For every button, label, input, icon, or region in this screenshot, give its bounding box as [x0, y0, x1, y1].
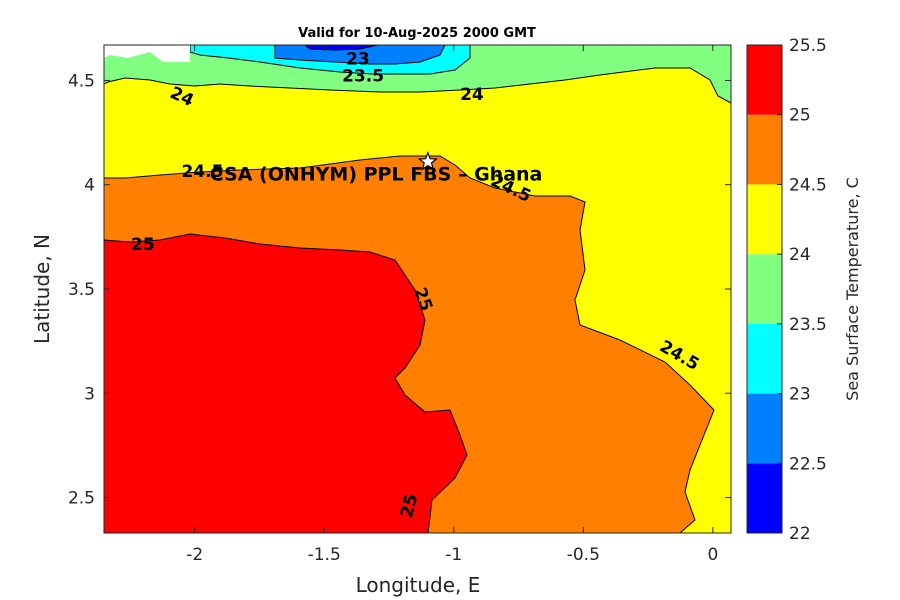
colorbar-tick-label: 24.5	[789, 175, 827, 195]
contour-label: 24.5	[181, 162, 223, 182]
contour-label: 25	[131, 235, 155, 255]
colorbar-segment	[747, 463, 782, 533]
colorbar-tick-label: 25.5	[789, 36, 827, 56]
star-icon	[417, 151, 438, 171]
y-tick-label: 4.5	[68, 71, 95, 91]
colorbar-label: Sea Surface Temperature, C	[843, 177, 862, 401]
colorbar-tick-label: 24	[789, 245, 811, 265]
data-gap	[104, 45, 190, 62]
colorbar-segment	[747, 45, 782, 115]
y-tick-label: 3	[84, 384, 95, 404]
x-axis-label: Longitude, E	[356, 573, 481, 597]
contour-label: 24	[460, 85, 484, 105]
x-tick-label: -2	[186, 545, 203, 565]
band-25-25.5	[104, 233, 468, 533]
y-axis-label: Latitude, N	[30, 234, 54, 344]
site-label: CSA (ONHYM) PPL FBS – Ghana	[210, 164, 543, 186]
colorbar-frame	[746, 44, 783, 534]
contour-label: 23.5	[342, 66, 384, 86]
x-tick-label: 0	[707, 545, 718, 565]
site-marker: CSA (ONHYM) PPL FBS – Ghana	[210, 151, 543, 186]
colorbar-tick-label: 22	[789, 524, 811, 544]
y-tick-label: 3.5	[68, 280, 95, 300]
colorbar-segment	[747, 323, 782, 394]
colorbar-segment	[747, 184, 782, 255]
contour-label: 23	[346, 50, 370, 70]
colorbar-tick-label: 25	[789, 106, 811, 126]
y-tick-label: 2.5	[68, 489, 95, 509]
y-tick-label: 4	[84, 176, 95, 196]
colorbar-segment	[747, 254, 782, 324]
colorbar-segment	[747, 114, 782, 185]
y-axis-ticks: 2.5 3 3.5 4 4.5	[68, 71, 731, 509]
band-22-22.5	[304, 45, 379, 51]
x-tick-label: -1	[445, 545, 462, 565]
x-tick-label: -1.5	[308, 545, 341, 565]
colorbar: 22 22.5 23 23.5 24 24.5 25 25.5	[746, 36, 827, 544]
x-axis-ticks: -2 -1.5 -1 -0.5 0	[186, 45, 718, 565]
chart-title: Valid for 10-Aug-2025 2000 GMT	[298, 26, 536, 41]
colorbar-tick-label: 22.5	[789, 454, 827, 474]
x-tick-label: -0.5	[567, 545, 600, 565]
colorbar-tick-label: 23.5	[789, 315, 827, 335]
colorbar-tick-label: 23	[789, 385, 811, 405]
colorbar-segment	[747, 393, 782, 464]
contour-plot-area	[104, 45, 731, 533]
